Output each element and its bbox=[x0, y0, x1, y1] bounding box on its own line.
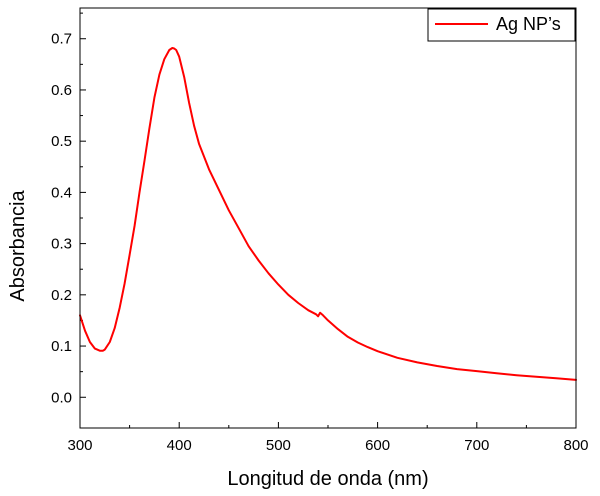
y-tick-label: 0.5 bbox=[51, 133, 72, 150]
x-axis-title: Longitud de onda (nm) bbox=[227, 468, 428, 490]
y-tick-label: 0.2 bbox=[51, 287, 72, 304]
legend: Ag NP’s bbox=[427, 8, 576, 42]
y-tick-label: 0.1 bbox=[51, 338, 72, 355]
ticks-layer: 300 400 500 600 700 800 0.0 0.1 0.2 0.3 0.4 0.5 0.6 0… bbox=[51, 12, 589, 454]
x-tick-label: 300 bbox=[67, 437, 92, 454]
legend-label: Ag NP’s bbox=[496, 14, 561, 34]
x-tick-label: 800 bbox=[563, 437, 588, 454]
series-line bbox=[79, 47, 577, 381]
x-tick-label: 400 bbox=[167, 437, 192, 454]
y-tick-label: 0.4 bbox=[51, 184, 72, 201]
x-tick-label: 600 bbox=[365, 437, 390, 454]
plot-frame bbox=[79, 7, 577, 429]
y-tick-label: 0.3 bbox=[51, 236, 72, 253]
y-axis-title: Absorbancia bbox=[7, 190, 29, 302]
x-tick-label: 500 bbox=[266, 437, 291, 454]
y-tick-label: 0.7 bbox=[51, 31, 72, 48]
series-layer bbox=[79, 47, 577, 381]
x-tick-label: 700 bbox=[464, 437, 489, 454]
y-tick-label: 0.6 bbox=[51, 82, 72, 99]
y-tick-label: 0.0 bbox=[51, 389, 72, 406]
